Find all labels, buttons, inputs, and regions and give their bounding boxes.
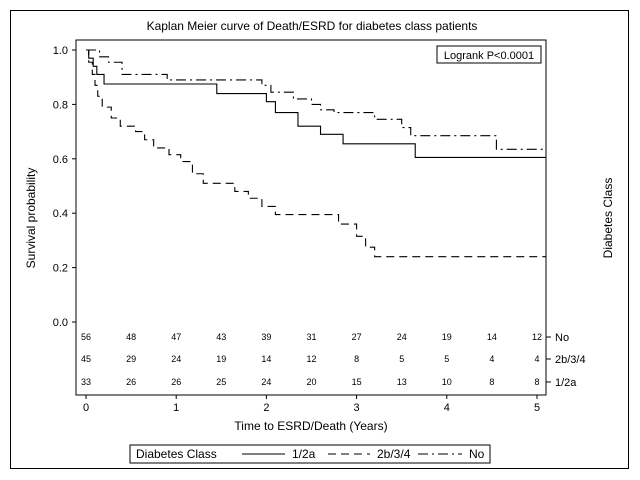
y-tick-label: 0.6: [53, 154, 68, 166]
x-tick-label: 5: [534, 402, 540, 414]
x-tick-label: 0: [83, 402, 89, 414]
risk-count: 24: [171, 354, 181, 364]
risk-row-label-no: No: [555, 332, 569, 344]
risk-count: 13: [397, 377, 407, 387]
risk-count: 45: [81, 354, 91, 364]
series-line-2b-3-4: [86, 49, 547, 258]
risk-count: 19: [442, 332, 452, 342]
risk-count: 26: [171, 377, 181, 387]
risk-count: 31: [306, 332, 316, 342]
risk-row-label-2b-3-4: 2b/3/4: [555, 354, 586, 366]
x-tick-label: 1: [173, 402, 179, 414]
plot-area: [75, 39, 547, 396]
risk-count: 29: [126, 354, 136, 364]
x-tick-label: 4: [444, 402, 450, 414]
risk-count: 14: [487, 332, 497, 342]
risk-count: 14: [261, 354, 271, 364]
y-axis-label: Survival probability: [24, 168, 38, 269]
risk-count: 47: [171, 332, 181, 342]
risk-row-label-1-2a: 1/2a: [555, 377, 577, 389]
risk-count: 15: [352, 377, 362, 387]
x-tick-label: 2: [263, 402, 269, 414]
legend-box: [129, 444, 491, 464]
risk-count: 43: [216, 332, 226, 342]
risk-count: 48: [126, 332, 136, 342]
risk-count: 8: [354, 354, 359, 364]
risk-count: 24: [261, 377, 271, 387]
legend: Diabetes Class 1/2a 2b/3/4 No: [129, 444, 491, 464]
risk-count: 5: [444, 354, 449, 364]
legend-label-no: No: [469, 447, 485, 461]
risk-count: 27: [352, 332, 362, 342]
series-line-1-2a: [86, 49, 547, 158]
risk-count: 56: [81, 332, 91, 342]
chart-frame: [10, 10, 629, 469]
risk-count: 4: [534, 354, 539, 364]
x-tick-label: 3: [354, 402, 360, 414]
logrank-box: [436, 45, 542, 64]
risk-count: 12: [532, 332, 542, 342]
risk-count: 20: [306, 377, 316, 387]
chart-title: Kaplan Meier curve of Death/ESRD for dia…: [147, 19, 478, 33]
y-axis: 0.0 0.2 0.4 0.6 0.8 1.0: [53, 45, 76, 329]
risk-count: 5: [399, 354, 404, 364]
legend-label-1-2a: 1/2a: [292, 447, 316, 461]
risk-count: 12: [306, 354, 316, 364]
legend-title: Diabetes Class: [136, 447, 217, 461]
risk-count: 24: [397, 332, 407, 342]
legend-label-2b-3-4: 2b/3/4: [377, 447, 411, 461]
y-tick-label: 1.0: [53, 45, 68, 57]
risk-count: 39: [261, 332, 271, 342]
survival-curves: [86, 49, 547, 258]
risk-count: 8: [489, 377, 494, 387]
risk-count: 33: [81, 377, 91, 387]
risk-count: 8: [534, 377, 539, 387]
risk-count: 25: [216, 377, 226, 387]
x-axis: 0 1 2 3 4 5: [83, 395, 540, 414]
risk-count: 26: [126, 377, 136, 387]
y-tick-label: 0.0: [53, 317, 68, 329]
risk-count: 4: [489, 354, 494, 364]
y-tick-label: 0.2: [53, 263, 68, 275]
y-tick-label: 0.4: [53, 208, 68, 220]
series-line-no: [86, 49, 547, 150]
x-axis-label: Time to ESRD/Death (Years): [234, 419, 387, 433]
logrank-annotation: Logrank P<0.0001: [444, 50, 534, 62]
diabetes-class-label: Diabetes Class: [601, 178, 615, 259]
risk-count: 10: [442, 377, 452, 387]
risk-count: 19: [216, 354, 226, 364]
y-tick-label: 0.8: [53, 99, 68, 111]
